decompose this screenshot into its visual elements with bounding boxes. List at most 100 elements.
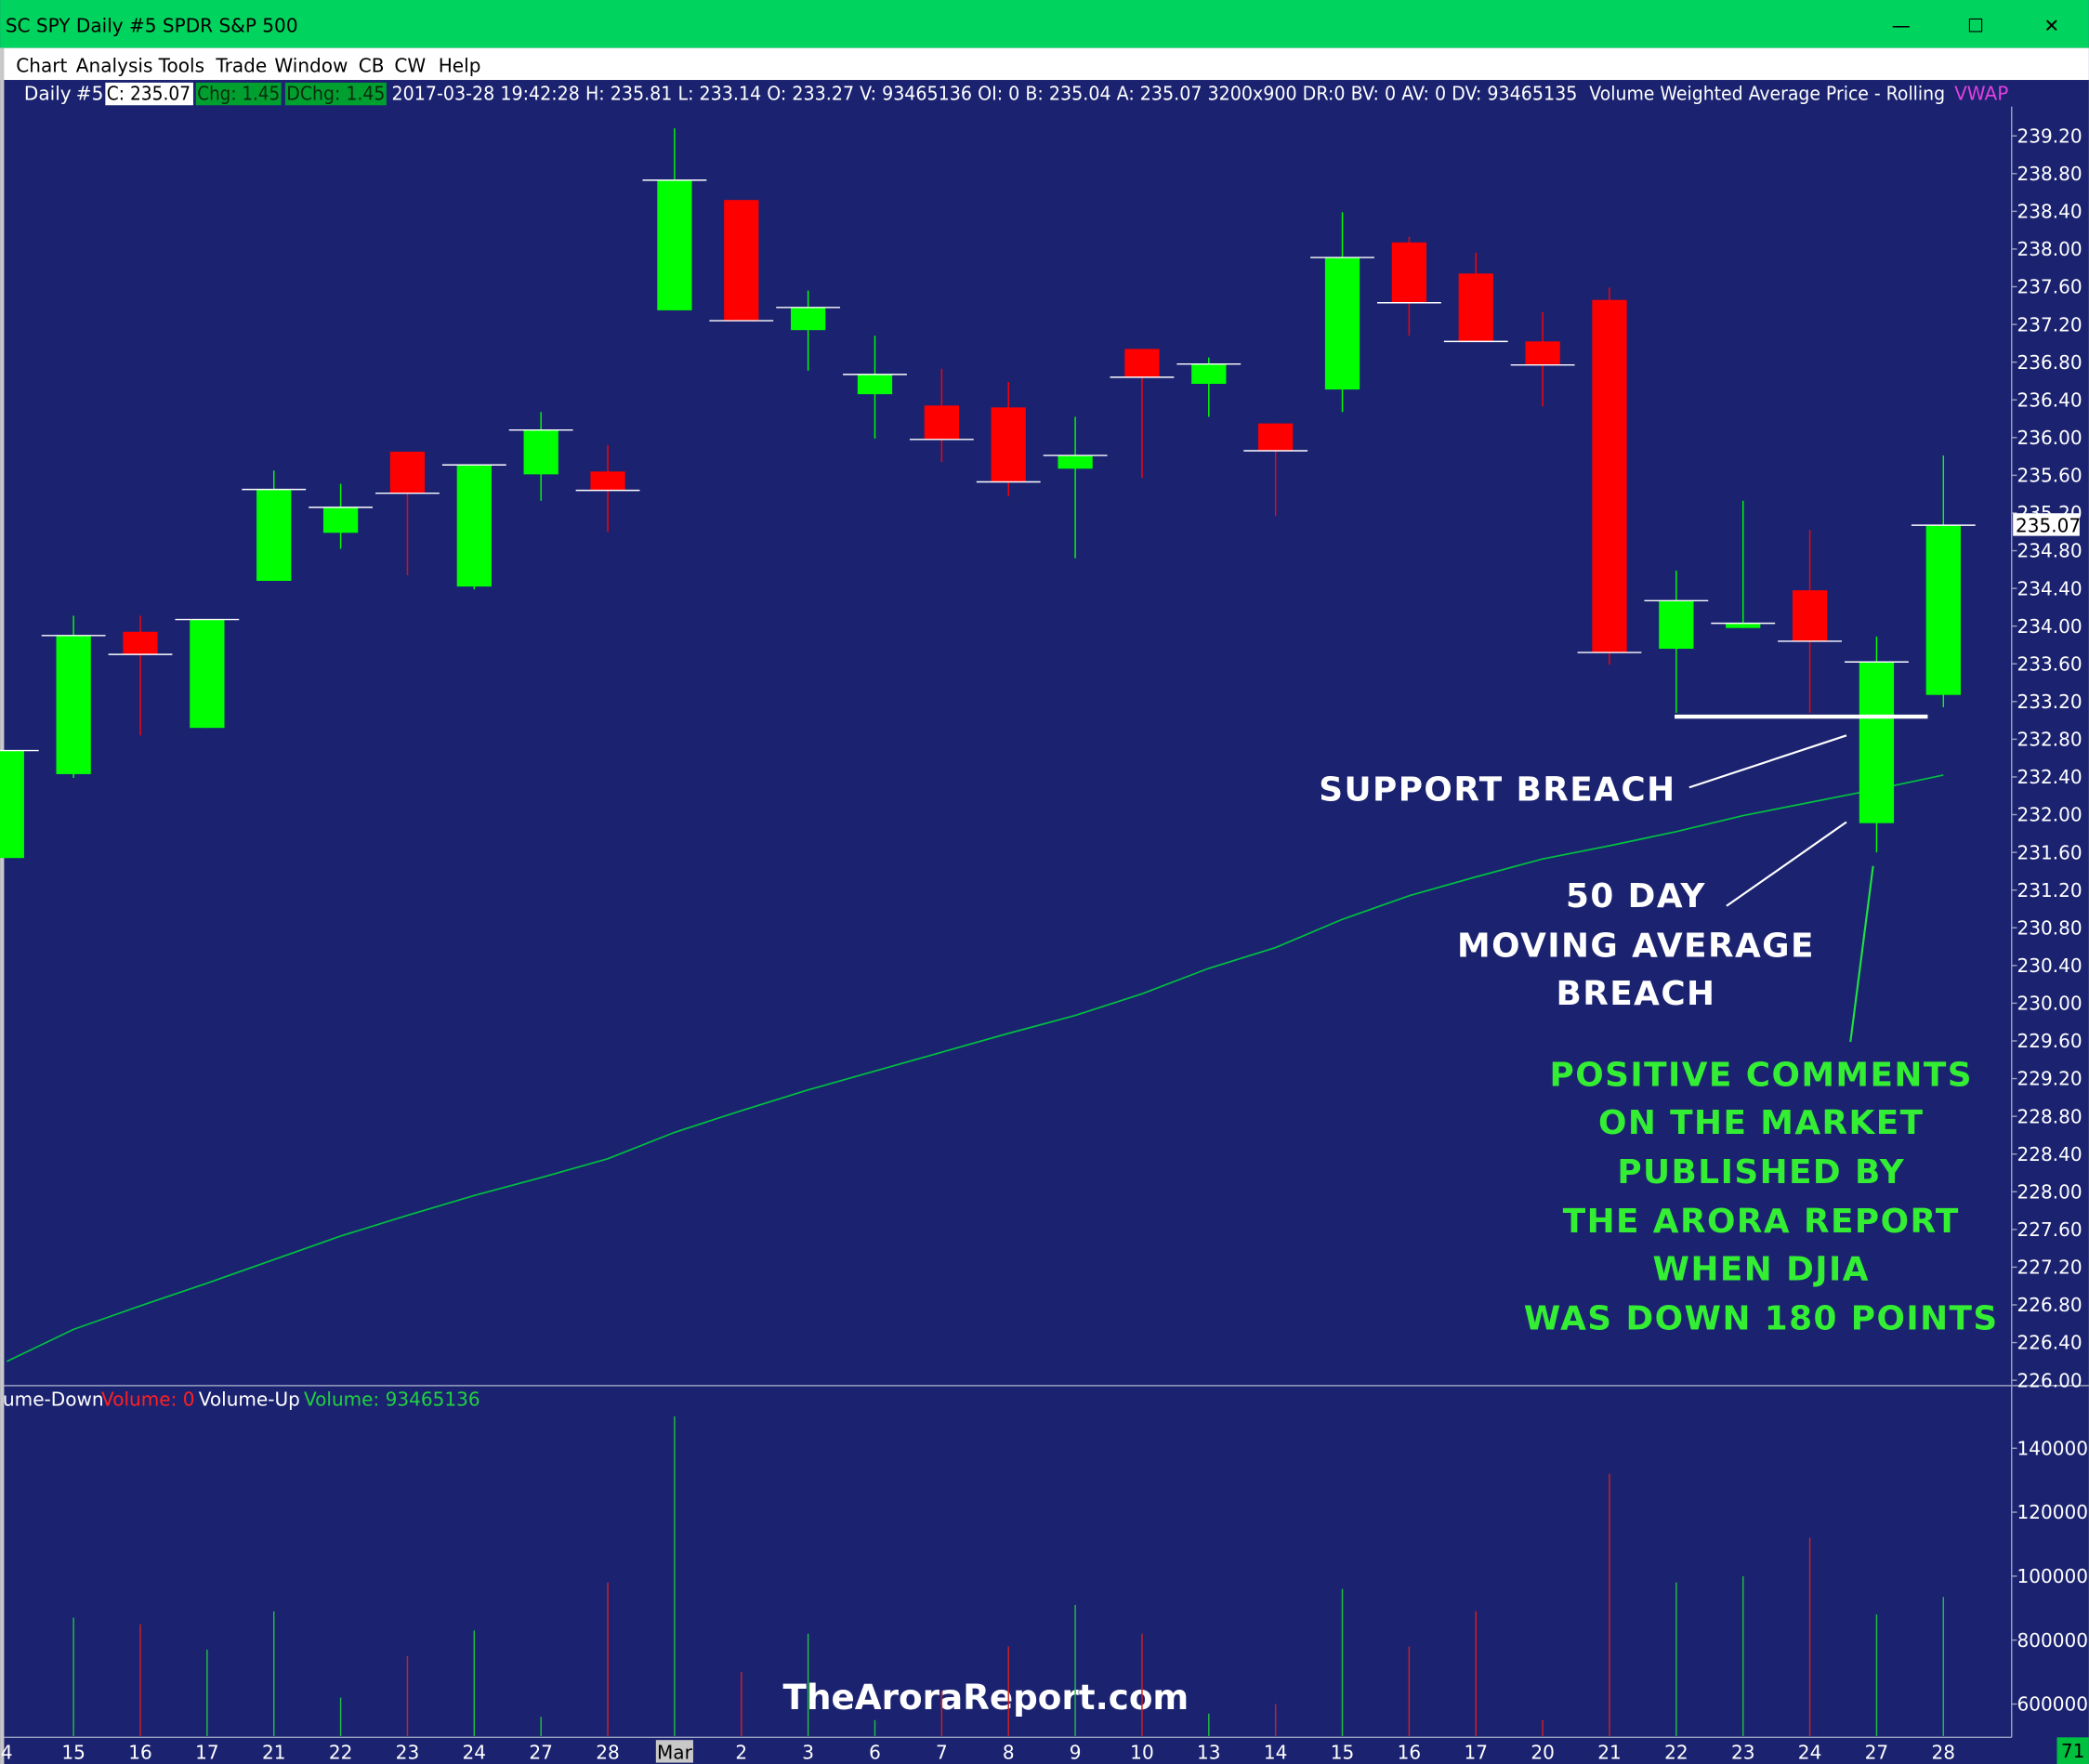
x-tick-label: 8 bbox=[1003, 1741, 1015, 1763]
candle-body bbox=[523, 429, 558, 475]
x-tick-label: 7 bbox=[936, 1741, 948, 1763]
annotation: MOVING AVERAGE bbox=[1457, 927, 1815, 965]
y-tick-label: 233.60 bbox=[2017, 652, 2082, 675]
status-indicator: Volume Weighted Average Price - Rolling bbox=[1589, 83, 1945, 105]
y-tick-label: 237.60 bbox=[2017, 276, 2082, 298]
menu-item[interactable]: Window bbox=[274, 54, 348, 76]
menu-item[interactable]: CW bbox=[394, 54, 426, 76]
candle-body bbox=[456, 465, 492, 587]
last-price-box bbox=[2013, 513, 2080, 536]
menu-item[interactable]: Chart bbox=[16, 54, 67, 76]
maximize-button[interactable]: ☐ bbox=[1967, 14, 1984, 36]
volume-legend: Volume: 93465136 bbox=[304, 1388, 480, 1410]
candle-body bbox=[1726, 623, 1761, 628]
status-close-box bbox=[105, 82, 193, 106]
candle-body bbox=[1525, 341, 1560, 365]
corner-label: 71 bbox=[2061, 1740, 2085, 1762]
y-tick-label: 232.80 bbox=[2017, 729, 2082, 751]
menu-item[interactable]: Help bbox=[439, 54, 481, 76]
y-tick-label: 232.40 bbox=[2017, 766, 2082, 788]
x-tick-label: 9 bbox=[1070, 1741, 1082, 1763]
y-tick-label: 234.00 bbox=[2017, 615, 2082, 638]
y-tick-label: 230.80 bbox=[2017, 916, 2082, 939]
candle-body bbox=[1324, 257, 1360, 390]
annotation-pointer bbox=[1849, 865, 1874, 1043]
y-tick-label: 227.20 bbox=[2017, 1257, 2082, 1279]
y-tick-label: 238.40 bbox=[2017, 201, 2082, 223]
x-tick-label: Mar bbox=[657, 1741, 693, 1763]
volume-legend: Volume-Up bbox=[199, 1388, 300, 1410]
candle-body bbox=[1458, 273, 1493, 342]
annotation: 50 DAY bbox=[1566, 877, 1706, 915]
watermark: TheAroraReport.com bbox=[783, 1677, 1189, 1718]
x-tick-label: 21 bbox=[1597, 1741, 1622, 1763]
y-tick-label: 239.20 bbox=[2017, 125, 2082, 147]
candle-body bbox=[724, 200, 759, 322]
candle-body bbox=[991, 407, 1026, 482]
y-tick-label: 228.80 bbox=[2017, 1105, 2082, 1127]
annotation: POSITIVE COMMENTS bbox=[1550, 1056, 1973, 1094]
y-tick-label: 238.00 bbox=[2017, 238, 2082, 260]
minimize-button[interactable]: — bbox=[1892, 14, 1911, 36]
y-tick-label: 232.00 bbox=[2017, 804, 2082, 826]
y-tick-label: 236.40 bbox=[2017, 388, 2082, 411]
annotation: SUPPORT BREACH bbox=[1319, 771, 1675, 810]
close-button[interactable]: ✕ bbox=[2043, 14, 2059, 36]
status-change: Chg: 1.45 bbox=[197, 83, 280, 105]
y-tick-label: 227.60 bbox=[2017, 1218, 2082, 1241]
volume-tick-label: 140000000 bbox=[2017, 1437, 2089, 1459]
annotation: ON THE MARKET bbox=[1598, 1104, 1925, 1142]
month-label-box bbox=[655, 1740, 693, 1763]
y-tick-label: 226.80 bbox=[2017, 1294, 2082, 1316]
x-tick-label: 6 bbox=[869, 1741, 881, 1763]
candle-body bbox=[1191, 363, 1227, 384]
y-tick-label: 226.00 bbox=[2017, 1369, 2082, 1391]
y-tick-label: 229.60 bbox=[2017, 1030, 2082, 1052]
x-tick-label: 28 bbox=[1932, 1741, 1956, 1763]
x-tick-label: 4 bbox=[1, 1741, 13, 1763]
annotation-pointer bbox=[1688, 734, 1847, 789]
volume-tick-label: 100000000 bbox=[2017, 1565, 2089, 1587]
x-tick-label: 27 bbox=[1865, 1741, 1889, 1763]
y-tick-label: 229.20 bbox=[2017, 1068, 2082, 1090]
candle-body bbox=[0, 750, 24, 859]
x-tick-label: 16 bbox=[128, 1741, 152, 1763]
x-tick-label: 21 bbox=[262, 1741, 286, 1763]
candle-body bbox=[123, 631, 158, 655]
candle-body bbox=[1058, 455, 1093, 469]
candle-body bbox=[590, 471, 625, 491]
x-tick-label: 22 bbox=[1664, 1741, 1688, 1763]
y-tick-label: 231.60 bbox=[2017, 841, 2082, 863]
y-tick-label: 231.20 bbox=[2017, 879, 2082, 902]
menu-item[interactable]: Tools bbox=[158, 54, 204, 76]
candle-body bbox=[256, 489, 292, 581]
status-chart-id: #5 bbox=[76, 83, 104, 105]
volume-legend: ume-Down bbox=[3, 1388, 104, 1410]
status-day-change: DChg: 1.45 bbox=[286, 83, 385, 105]
last-price-label: 235.07 bbox=[2016, 514, 2081, 536]
volume-tick-label: 60000000 bbox=[2017, 1693, 2089, 1716]
candle-body bbox=[1391, 242, 1427, 303]
y-tick-label: 234.80 bbox=[2017, 540, 2082, 562]
y-tick-label: 235.60 bbox=[2017, 465, 2082, 487]
candle-body bbox=[924, 405, 959, 440]
candle-body bbox=[190, 619, 225, 729]
menu-item[interactable]: Analysis bbox=[76, 54, 153, 76]
x-tick-label: 15 bbox=[1331, 1741, 1355, 1763]
annotation: PUBLISHED BY bbox=[1617, 1153, 1905, 1191]
x-tick-label: 24 bbox=[1798, 1741, 1822, 1763]
candle-body bbox=[657, 179, 692, 310]
y-tick-label: 238.80 bbox=[2017, 163, 2082, 185]
candle-body bbox=[389, 452, 426, 494]
menu-item[interactable]: Trade bbox=[215, 54, 267, 76]
candle-body bbox=[1258, 423, 1294, 452]
y-tick-label: 233.20 bbox=[2017, 691, 2082, 713]
x-tick-label: 22 bbox=[329, 1741, 353, 1763]
title-bar bbox=[0, 0, 2089, 48]
annotation: BREACH bbox=[1556, 975, 1715, 1013]
x-tick-label: 20 bbox=[1531, 1741, 1555, 1763]
menu-item[interactable]: CB bbox=[359, 54, 385, 76]
x-tick-label: 24 bbox=[463, 1741, 487, 1763]
window-border bbox=[0, 47, 5, 1764]
